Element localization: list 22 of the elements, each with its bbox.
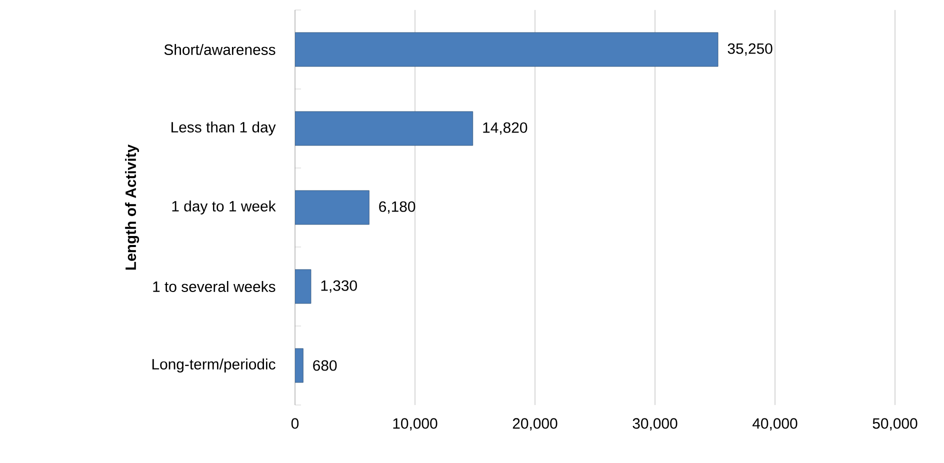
data-label: 6,180: [379, 201, 416, 214]
data-label: 680: [313, 360, 337, 371]
x-tick-label: 10,000: [393, 418, 438, 431]
data-label: 35,250: [728, 43, 772, 56]
y-tick-label: 1 day to 1 week: [172, 200, 276, 214]
bar: [295, 269, 312, 304]
bar: [295, 32, 718, 67]
y-tick-label: Less than 1 day: [172, 122, 276, 136]
bar: [295, 190, 370, 225]
x-tick-label: 30,000: [632, 418, 678, 431]
x-tick-label: 0: [291, 418, 299, 429]
x-tick-label: 20,000: [512, 418, 558, 431]
y-tick-label: Short/awareness: [164, 44, 276, 55]
y-axis-title: Length of Activity: [125, 144, 140, 270]
y-tick-label: Long-term/periodic: [152, 358, 276, 372]
data-label: 14,820: [483, 122, 528, 135]
bar: [295, 111, 474, 146]
data-label: 1,330: [321, 280, 357, 293]
x-tick-label: 50,000: [872, 418, 918, 431]
y-tick-label: 1 to several weeks: [153, 281, 276, 292]
bar: [295, 348, 304, 383]
x-tick-label: 40,000: [752, 418, 798, 431]
